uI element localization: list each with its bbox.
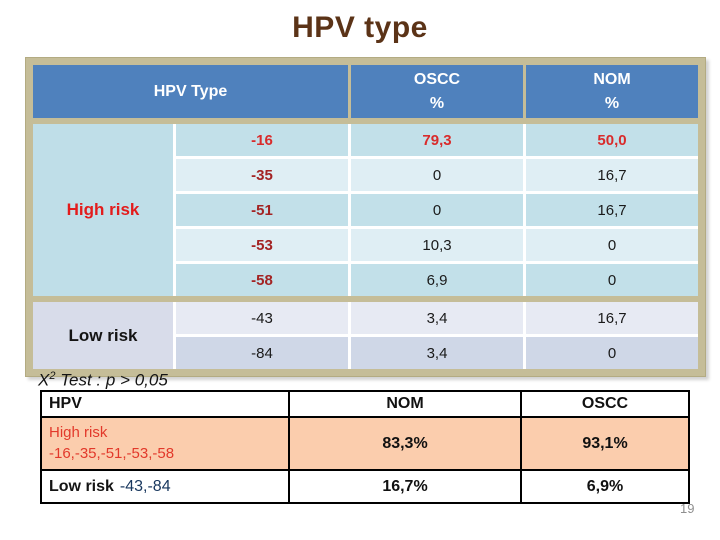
summary-low-risk-label: Low risk -43,-84 (42, 471, 288, 502)
summary-low-risk-codes: -43,-84 (119, 477, 171, 495)
cell-53-nom: 0 (526, 229, 698, 261)
cell-51-type: -51 (176, 194, 348, 226)
cell-58-oscc: 6,9 (351, 264, 523, 296)
page-title: HPV type (292, 11, 428, 44)
cell-16-oscc: 79,3 (351, 124, 523, 156)
cell-16-nom: 50,0 (526, 124, 698, 156)
summary-low-risk-oscc: 6,9% (522, 471, 688, 502)
cell-35-type: -35 (176, 159, 348, 191)
cell-58-nom: 0 (526, 264, 698, 296)
summary-header-oscc: OSCC (522, 392, 688, 416)
cell-53-type: -53 (176, 229, 348, 261)
cell-35-nom: 16,7 (526, 159, 698, 191)
cell-51-oscc: 0 (351, 194, 523, 226)
summary-low-risk-text: Low risk (49, 477, 114, 495)
header-oscc: OSCC % (351, 65, 523, 118)
header-hpv-type-label: HPV Type (153, 82, 228, 100)
header-nom-label: NOM (593, 71, 631, 89)
hpv-type-table: HPV Type OSCC % NOM % High risk -16 79,3… (25, 57, 706, 377)
cell-84-nom: 0 (526, 337, 698, 369)
cell-43-oscc: 3,4 (351, 302, 523, 334)
header-oscc-label: OSCC (413, 71, 461, 89)
high-risk-label: High risk (33, 124, 173, 296)
summary-high-risk-line1: High risk (49, 424, 108, 442)
low-risk-label: Low risk (33, 302, 173, 369)
cell-51-nom: 16,7 (526, 194, 698, 226)
cell-35-oscc: 0 (351, 159, 523, 191)
cell-58-type: -58 (176, 264, 348, 296)
chi-note-text: Test : p > 0,05 (55, 370, 168, 390)
cell-43-type: -43 (176, 302, 348, 334)
summary-table: HPV NOM OSCC High risk -16,-35,-51,-53,-… (40, 390, 690, 504)
summary-high-risk-nom: 83,3% (290, 418, 520, 469)
summary-header-hpv: HPV (42, 392, 288, 416)
header-nom: NOM % (526, 65, 698, 118)
chi-exponent: 2 (49, 370, 56, 382)
page-number: 19 (680, 501, 695, 516)
cell-43-nom: 16,7 (526, 302, 698, 334)
cell-16-type: -16 (176, 124, 348, 156)
chi-square-note: X2 Test : p > 0,05 (38, 370, 168, 391)
header-nom-percent: % (604, 94, 620, 112)
low-risk-block: Low risk -43 3,4 16,7 -84 3,4 0 (33, 302, 698, 369)
high-risk-block: High risk -16 79,3 50,0 -35 0 16,7 -51 0… (33, 124, 698, 296)
cell-84-oscc: 3,4 (351, 337, 523, 369)
main-table-header: HPV Type OSCC % NOM % (33, 65, 698, 118)
header-hpv-type: HPV Type (33, 65, 348, 118)
summary-high-risk-line2: -16,-35,-51,-53,-58 (49, 444, 175, 462)
chi-symbol: X (38, 370, 50, 390)
summary-high-risk-label: High risk -16,-35,-51,-53,-58 (42, 418, 288, 469)
summary-low-risk-nom: 16,7% (290, 471, 520, 502)
summary-header-nom: NOM (290, 392, 520, 416)
cell-53-oscc: 10,3 (351, 229, 523, 261)
summary-high-risk-oscc: 93,1% (522, 418, 688, 469)
cell-84-type: -84 (176, 337, 348, 369)
header-oscc-percent: % (429, 94, 445, 112)
